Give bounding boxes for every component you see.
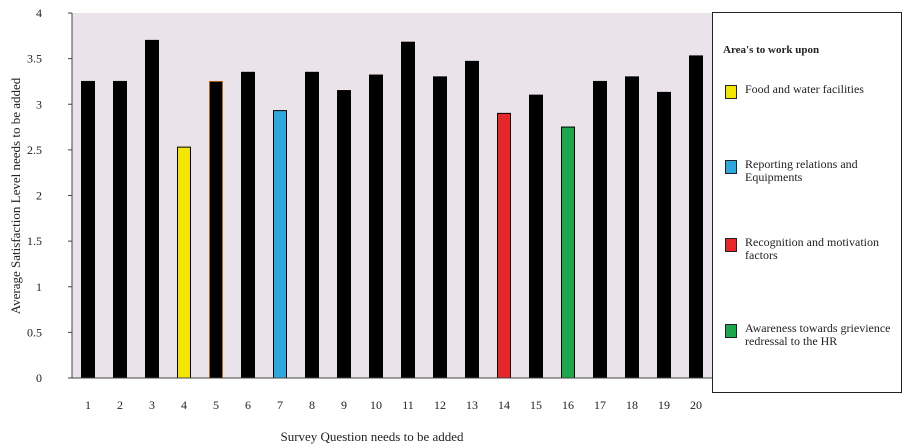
- y-tick-label: 4: [36, 6, 42, 20]
- bar-q5: [209, 80, 223, 379]
- y-tick-label: 0.5: [27, 325, 42, 339]
- x-tick-label: 4: [181, 398, 187, 412]
- bar-q14: [497, 112, 511, 379]
- x-tick-label: 7: [277, 398, 283, 412]
- bar-q8: [305, 71, 319, 379]
- bar-q2: [113, 80, 127, 379]
- x-tick-label: 14: [498, 398, 510, 412]
- x-tick-label: 10: [370, 398, 382, 412]
- legend-swatch-red: [725, 238, 737, 252]
- x-tick-label: 9: [341, 398, 347, 412]
- bar-q19: [657, 91, 671, 379]
- y-tick-label: 1: [36, 280, 42, 294]
- bars: [81, 39, 703, 379]
- y-tick-label: 1.5: [27, 234, 42, 248]
- bar-q11: [401, 41, 415, 379]
- x-tick-label: 12: [434, 398, 446, 412]
- legend-swatch-blue: [725, 160, 737, 174]
- x-tick-label: 16: [562, 398, 574, 412]
- y-tick-label: 0: [36, 371, 42, 385]
- legend-label: Recognition and motivation factors: [745, 235, 879, 262]
- bar-q7: [273, 110, 287, 379]
- bar-q3: [145, 39, 159, 379]
- bar-q10: [369, 74, 383, 379]
- y-tick-label: 2.5: [27, 143, 42, 157]
- x-tick-label: 15: [530, 398, 542, 412]
- bar-q20: [689, 55, 703, 379]
- bar-q9: [337, 90, 351, 379]
- y-ticks: 0 0.5 1 1.5 2 2.5 3 3.5 4: [27, 6, 72, 385]
- bar-q17: [593, 80, 607, 379]
- bar-q4: [177, 146, 191, 379]
- x-ticks: 1 2 3 4 5 6 7 8 9 10 11 12 13 14 15 16 17 18 19 20: [85, 398, 702, 412]
- bar-q6: [241, 71, 255, 379]
- x-tick-label: 13: [466, 398, 478, 412]
- x-axis-title: Survey Question needs to be added: [280, 429, 464, 444]
- bar-q15: [529, 94, 543, 379]
- x-tick-label: 11: [402, 398, 414, 412]
- bar-q12: [433, 76, 447, 379]
- y-tick-label: 3: [36, 97, 42, 111]
- bar-q18: [625, 76, 639, 379]
- legend-label: Awareness towards grievience redressal t…: [745, 321, 891, 348]
- bar-q16: [561, 126, 575, 379]
- x-tick-label: 1: [85, 398, 91, 412]
- legend: Area's to work upon Food and water facil…: [712, 12, 902, 393]
- bar-q1: [81, 80, 95, 379]
- legend-label: Reporting relations and Equipments: [745, 157, 858, 184]
- x-tick-label: 8: [309, 398, 315, 412]
- x-tick-label: 20: [690, 398, 702, 412]
- x-tick-label: 6: [245, 398, 251, 412]
- y-tick-label: 3.5: [27, 52, 42, 66]
- legend-label: Food and water facilities: [745, 82, 864, 96]
- legend-swatch-yellow: [725, 85, 737, 99]
- x-tick-label: 19: [658, 398, 670, 412]
- x-tick-label: 17: [594, 398, 606, 412]
- x-tick-label: 2: [117, 398, 123, 412]
- plot-area: [72, 13, 712, 378]
- legend-title: Area's to work upon: [723, 44, 820, 56]
- x-tick-label: 3: [149, 398, 155, 412]
- bar-q13: [465, 60, 479, 379]
- y-tick-label: 2: [36, 189, 42, 203]
- x-tick-label: 5: [213, 398, 219, 412]
- x-tick-label: 18: [626, 398, 638, 412]
- y-axis-title: Average Satisfaction Level needs to be a…: [8, 77, 23, 314]
- legend-swatch-green: [725, 324, 737, 338]
